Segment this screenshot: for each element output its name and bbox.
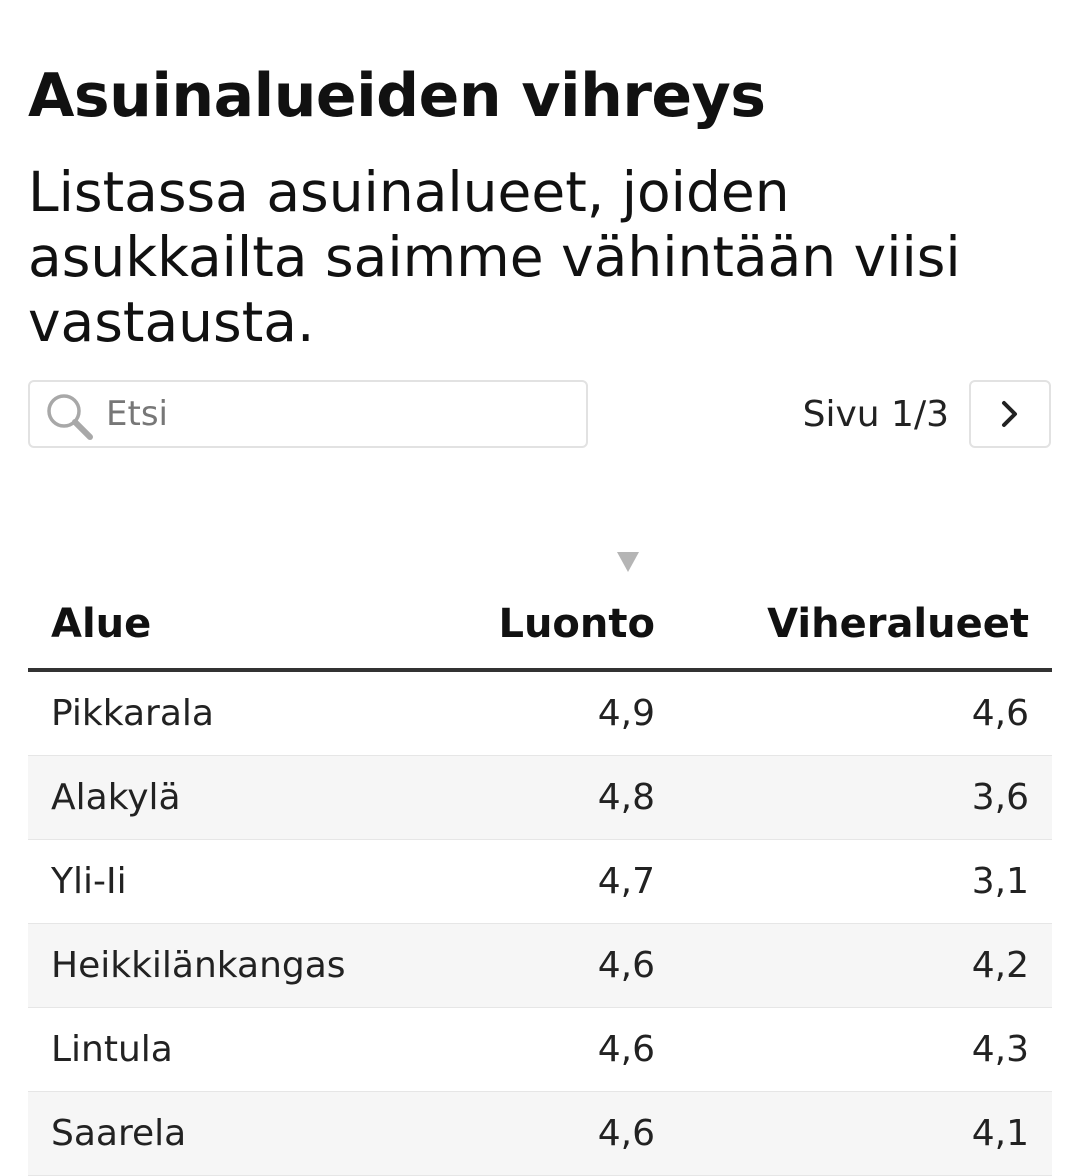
search-input[interactable] <box>106 394 546 434</box>
cell-area: Yli-Ii <box>28 839 448 924</box>
cell-viheralueet: 4,2 <box>678 923 1052 1008</box>
cell-area: Lintula <box>28 1007 448 1092</box>
search-icon <box>47 394 93 440</box>
cell-luonto: 4,8 <box>448 755 678 840</box>
cell-luonto: 4,6 <box>448 1091 678 1176</box>
table-row: Lintula 4,6 4,3 <box>28 1007 1052 1092</box>
cell-viheralueet: 4,6 <box>678 670 1052 756</box>
cell-area: Alakylä <box>28 755 448 840</box>
cell-area: Saarela <box>28 1091 448 1176</box>
chevron-right-icon <box>1002 401 1017 427</box>
table-row: Alakylä 4,8 3,6 <box>28 755 1052 840</box>
cell-luonto: 4,9 <box>448 670 678 756</box>
cell-luonto: 4,6 <box>448 1007 678 1092</box>
cell-luonto: 4,7 <box>448 839 678 924</box>
page-title: Asuinalueiden vihreys <box>28 61 766 131</box>
cell-viheralueet: 4,1 <box>678 1091 1052 1176</box>
next-page-button[interactable] <box>969 380 1051 448</box>
pager-label: Sivu 1/3 <box>802 394 949 435</box>
table-row: Pikkarala 4,9 4,6 <box>28 670 1052 756</box>
cell-viheralueet: 3,1 <box>678 839 1052 924</box>
table-row: Heikkilänkangas 4,6 4,2 <box>28 923 1052 1008</box>
table-header-row: Alue Luonto Viheralueet <box>28 580 1052 672</box>
page-subtitle: Listassa asuinalueet, joiden asukkailta … <box>28 160 961 354</box>
table-row: Yli-Ii 4,7 3,1 <box>28 839 1052 924</box>
cell-viheralueet: 3,6 <box>678 755 1052 840</box>
cell-luonto: 4,6 <box>448 923 678 1008</box>
results-table: Alue Luonto Viheralueet Pikkarala 4,9 4,… <box>28 580 1052 1176</box>
column-header-luonto[interactable]: Luonto <box>448 580 678 672</box>
cell-area: Heikkilänkangas <box>28 923 448 1008</box>
sort-descending-icon <box>617 552 639 572</box>
search-box[interactable] <box>28 380 588 448</box>
column-header-viheralueet[interactable]: Viheralueet <box>678 580 1052 672</box>
cell-viheralueet: 4,3 <box>678 1007 1052 1092</box>
table-row: Saarela 4,6 4,1 <box>28 1091 1052 1176</box>
column-header-alue[interactable]: Alue <box>28 580 448 672</box>
cell-area: Pikkarala <box>28 670 448 756</box>
